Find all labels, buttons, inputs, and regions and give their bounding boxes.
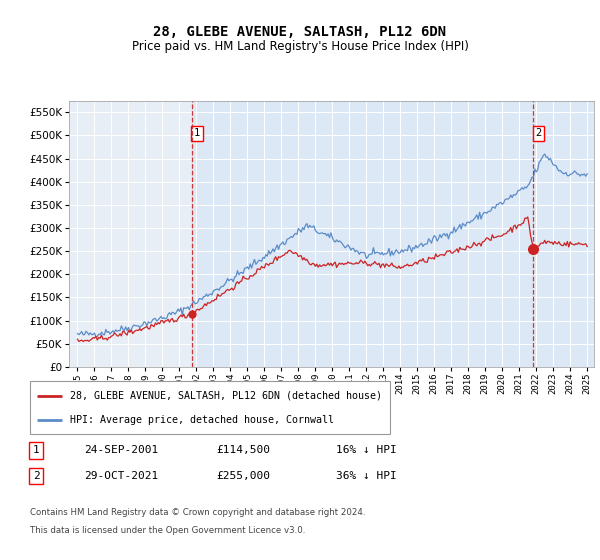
- Text: 2: 2: [535, 128, 542, 138]
- Text: 36% ↓ HPI: 36% ↓ HPI: [336, 471, 397, 481]
- Text: This data is licensed under the Open Government Licence v3.0.: This data is licensed under the Open Gov…: [30, 526, 305, 535]
- Bar: [192, 101, 600, 367]
- Text: £255,000: £255,000: [216, 471, 270, 481]
- Text: 24-SEP-2001: 24-SEP-2001: [84, 445, 158, 455]
- Text: Price paid vs. HM Land Registry's House Price Index (HPI): Price paid vs. HM Land Registry's House …: [131, 40, 469, 53]
- Text: 16% ↓ HPI: 16% ↓ HPI: [336, 445, 397, 455]
- Text: Contains HM Land Registry data © Crown copyright and database right 2024.: Contains HM Land Registry data © Crown c…: [30, 508, 365, 517]
- Text: 2: 2: [32, 471, 40, 481]
- Text: 1: 1: [194, 128, 200, 138]
- Text: HPI: Average price, detached house, Cornwall: HPI: Average price, detached house, Corn…: [70, 415, 334, 425]
- Text: £114,500: £114,500: [216, 445, 270, 455]
- FancyBboxPatch shape: [30, 381, 390, 434]
- Text: 28, GLEBE AVENUE, SALTASH, PL12 6DN: 28, GLEBE AVENUE, SALTASH, PL12 6DN: [154, 25, 446, 39]
- Text: 29-OCT-2021: 29-OCT-2021: [84, 471, 158, 481]
- Text: 1: 1: [32, 445, 40, 455]
- Text: 28, GLEBE AVENUE, SALTASH, PL12 6DN (detached house): 28, GLEBE AVENUE, SALTASH, PL12 6DN (det…: [70, 391, 382, 401]
